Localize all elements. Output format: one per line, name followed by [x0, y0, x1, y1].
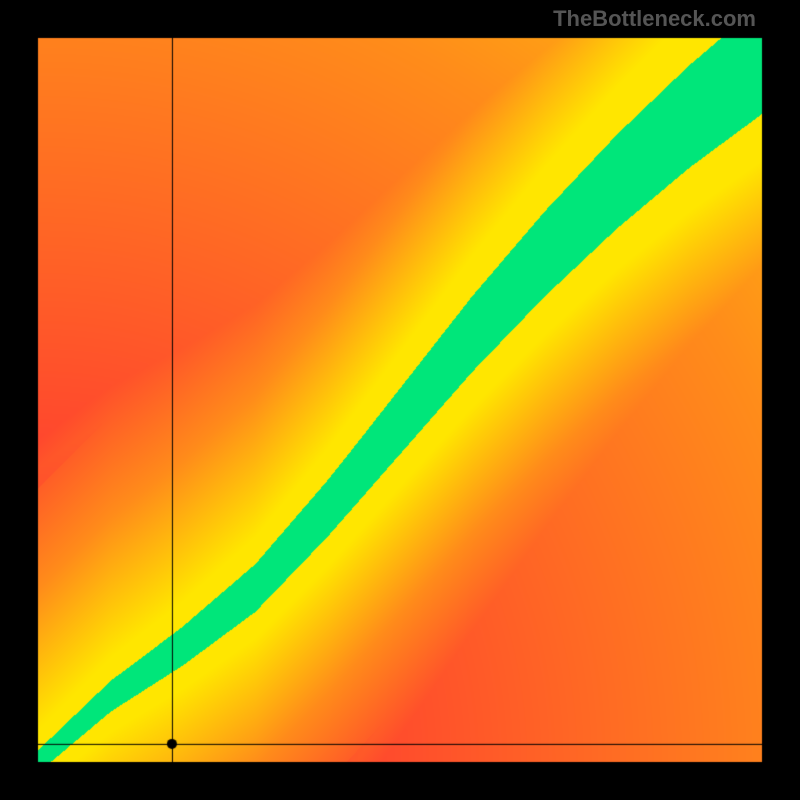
heatmap-canvas — [0, 0, 800, 800]
chart-container: TheBottleneck.com — [0, 0, 800, 800]
attribution-text: TheBottleneck.com — [553, 6, 756, 32]
